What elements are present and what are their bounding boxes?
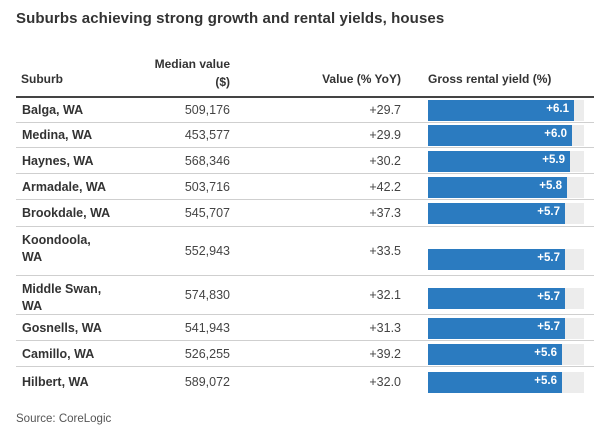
cell-median-value: 503,716	[184, 180, 230, 194]
yield-bar: +5.6	[428, 372, 562, 393]
cell-median-value: 526,255	[184, 347, 230, 361]
cell-value-yoy: +42.2	[369, 180, 401, 194]
header-median-line2: ($)	[215, 75, 230, 89]
table-row: Armadale, WA 503,716 +42.2 +5.8	[16, 174, 594, 200]
header-median-line1: Median value	[154, 57, 230, 71]
yield-bar: +6.1	[428, 100, 574, 121]
header-median-value: Median value ($)	[140, 55, 230, 91]
cell-median-value: 552,943	[184, 244, 230, 258]
table-row: Gosnells, WA 541,943 +31.3 +5.7	[16, 315, 594, 341]
cell-value-yoy: +33.5	[369, 244, 401, 258]
table-row: Brookdale, WA 545,707 +37.3 +5.7	[16, 200, 594, 227]
yield-bar: +6.0	[428, 125, 572, 146]
cell-value-yoy: +32.1	[369, 288, 401, 302]
cell-suburb: Gosnells, WA	[22, 321, 102, 335]
yield-bar-track: +5.9	[428, 151, 584, 172]
table-row: Medina, WA 453,577 +29.9 +6.0	[16, 123, 594, 148]
yield-bar-label: +5.7	[537, 321, 560, 333]
yield-bar-label: +6.1	[546, 103, 569, 115]
cell-suburb: Camillo, WA	[22, 347, 95, 361]
cell-value-yoy: +39.2	[369, 347, 401, 361]
cell-suburb: Armadale, WA	[22, 180, 107, 194]
cell-value-yoy: +29.7	[369, 103, 401, 117]
yield-bar: +5.8	[428, 177, 567, 198]
yield-bar-track: +6.0	[428, 125, 584, 146]
cell-median-value: 453,577	[184, 128, 230, 142]
yield-bar-label: +5.8	[539, 180, 562, 192]
yield-bar-track: +6.1	[428, 100, 584, 121]
cell-suburb: Brookdale, WA	[22, 206, 111, 220]
yield-bar-label: +5.7	[537, 206, 560, 218]
yield-bar-label: +5.7	[537, 291, 560, 303]
yield-bar-track: +5.6	[428, 372, 584, 393]
yield-bar-track: +5.7	[428, 249, 584, 270]
yield-bar-label: +5.6	[534, 375, 557, 387]
table-row: Koondoola, WA 552,943 +33.5 +5.7	[16, 227, 594, 276]
yield-bar: +5.7	[428, 288, 565, 309]
header-rental-yield: Gross rental yield (%)	[428, 72, 552, 86]
yield-bar-label: +5.7	[537, 252, 560, 264]
table-row: Hilbert, WA 589,072 +32.0 +5.6	[16, 367, 594, 398]
yield-bar: +5.7	[428, 318, 565, 339]
cell-value-yoy: +30.2	[369, 154, 401, 168]
yield-bar-label: +6.0	[544, 128, 567, 140]
cell-suburb: Balga, WA	[22, 103, 84, 117]
yield-bar: +5.7	[428, 249, 565, 270]
cell-median-value: 541,943	[184, 321, 230, 335]
cell-value-yoy: +37.3	[369, 206, 401, 220]
yield-bar-track: +5.7	[428, 203, 584, 224]
cell-suburb: Middle Swan, WA	[22, 282, 102, 313]
cell-value-yoy: +29.9	[369, 128, 401, 142]
cell-suburb: Medina, WA	[22, 128, 93, 142]
yield-bar: +5.7	[428, 203, 565, 224]
cell-median-value: 568,346	[184, 154, 230, 168]
yield-bar-track: +5.7	[428, 318, 584, 339]
table-row: Middle Swan, WA 574,830 +32.1 +5.7	[16, 276, 594, 315]
header-rule	[16, 96, 594, 98]
yield-bar-label: +5.6	[534, 347, 557, 359]
yield-bar: +5.6	[428, 344, 562, 365]
cell-suburb: Koondoola, WA	[22, 233, 91, 264]
cell-median-value: 589,072	[184, 375, 230, 389]
chart-title: Suburbs achieving strong growth and rent…	[16, 10, 445, 27]
table-row: Haynes, WA 568,346 +30.2 +5.9	[16, 148, 594, 174]
cell-value-yoy: +32.0	[369, 375, 401, 389]
cell-median-value: 574,830	[184, 288, 230, 302]
yield-bar-track: +5.6	[428, 344, 584, 365]
yield-bar-label: +5.9	[542, 154, 565, 166]
cell-median-value: 545,707	[184, 206, 230, 220]
cell-value-yoy: +31.3	[369, 321, 401, 335]
cell-median-value: 509,176	[184, 103, 230, 117]
yield-bar-track: +5.7	[428, 288, 584, 309]
cell-suburb: Haynes, WA	[22, 154, 94, 168]
source-note: Source: CoreLogic	[16, 413, 112, 425]
table-row: Camillo, WA 526,255 +39.2 +5.6	[16, 341, 594, 367]
header-suburb: Suburb	[21, 72, 63, 86]
yield-bar-track: +5.8	[428, 177, 584, 198]
cell-suburb: Hilbert, WA	[22, 375, 89, 389]
header-value-yoy: Value (% YoY)	[322, 72, 401, 86]
yield-bar: +5.9	[428, 151, 570, 172]
table-row: Balga, WA 509,176 +29.7 +6.1	[16, 98, 594, 123]
